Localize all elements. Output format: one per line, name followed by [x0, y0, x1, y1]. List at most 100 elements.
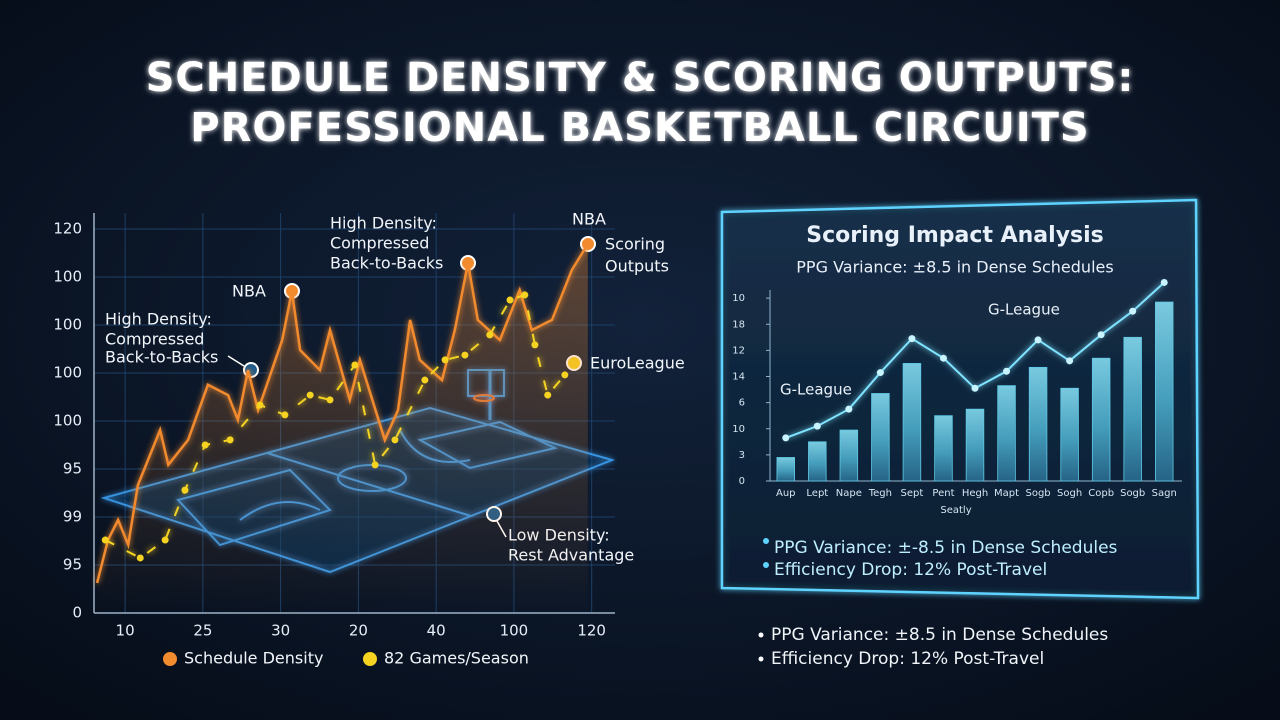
x-tick-label: Sagn	[1152, 488, 1177, 499]
x-tick-label: 10	[116, 622, 135, 640]
annotation: Compressed	[330, 234, 429, 253]
annotation: High Density:	[105, 310, 212, 329]
point	[521, 291, 529, 299]
x-tick-label: Mapt	[994, 488, 1019, 499]
bar	[997, 385, 1016, 482]
point	[876, 369, 884, 377]
annotation: High Density:	[330, 214, 437, 233]
annotation: Compressed	[105, 330, 204, 349]
bar	[1028, 366, 1048, 482]
point	[971, 384, 979, 392]
legend-label: 82 Games/Season	[384, 649, 529, 668]
panel-subtitle: PPG Variance: ±8.5 in Dense Schedules	[796, 258, 1113, 277]
x-tick-label: Sogh	[1057, 488, 1082, 499]
point	[782, 434, 790, 442]
point	[461, 351, 469, 359]
point	[391, 436, 399, 444]
bullet-dot	[763, 538, 769, 544]
area	[97, 244, 588, 613]
y-tick-label: 95	[63, 460, 82, 478]
x-tick-label: 20	[349, 622, 368, 640]
x-tick-label: 120	[577, 622, 606, 640]
y-tick-label: 18	[732, 319, 745, 330]
annotation: NBA	[572, 210, 606, 229]
bar	[1060, 387, 1079, 482]
y-tick-label: 100	[53, 364, 82, 382]
bar	[965, 408, 985, 482]
x-tick-label: Aup	[776, 488, 796, 499]
x-tick-label: Sogb	[1025, 488, 1050, 499]
y-tick-label: 0	[72, 604, 82, 622]
bar	[839, 429, 859, 482]
footer-bullet: Efficiency Drop: 12% Post-Travel	[771, 649, 1044, 669]
legend-swatch	[163, 652, 177, 666]
leader-line	[227, 355, 245, 367]
panel-bullet: PPG Variance: ±-8.5 in Dense Schedules	[774, 538, 1118, 558]
legend-label: Schedule Density	[184, 649, 323, 668]
point	[561, 371, 569, 379]
point	[226, 436, 234, 444]
annotation: NBA	[232, 282, 266, 301]
point	[531, 341, 539, 349]
point	[351, 361, 359, 369]
point	[1003, 367, 1011, 375]
annotation: Outputs	[605, 257, 669, 276]
x-tick-label: 100	[500, 622, 529, 640]
footer-bullets: PPG Variance: ±8.5 in Dense Schedules Ef…	[758, 625, 1108, 669]
y-tick-label: 3	[739, 450, 745, 461]
point	[136, 554, 144, 562]
annotation: G-League	[780, 381, 852, 399]
annotation: Scoring	[605, 235, 665, 254]
point	[544, 391, 552, 399]
point	[101, 536, 109, 544]
bullet-dot	[758, 632, 764, 638]
x-tick-label: Copb	[1088, 488, 1114, 499]
x-tick-label: Hegh	[962, 488, 988, 499]
title-line: SCHEDULE DENSITY & SCORING OUTPUTS:	[146, 55, 1135, 101]
line	[104, 293, 566, 560]
bar	[934, 415, 953, 482]
point	[1160, 278, 1168, 286]
y-tick-label: 100	[53, 412, 82, 430]
bar	[1123, 336, 1142, 482]
footer-bullet: PPG Variance: ±8.5 in Dense Schedules	[771, 625, 1108, 645]
title-line: PROFESSIONAL BASKETBALL CIRCUITS	[190, 105, 1089, 151]
legend-swatch	[363, 652, 377, 666]
bullet-dot	[758, 656, 764, 662]
point	[1066, 357, 1074, 365]
point	[306, 391, 314, 399]
annotation: EuroLeague	[590, 354, 685, 373]
point	[326, 396, 334, 404]
x-tick-label: 40	[427, 622, 446, 640]
y-tick-label: 0	[739, 476, 745, 487]
point	[506, 296, 514, 304]
left-chart: NBA High Density: Compressed Back-to-Bac…	[53, 210, 684, 668]
bar	[808, 441, 827, 482]
point	[1034, 336, 1042, 344]
point	[441, 356, 449, 364]
bar	[776, 457, 796, 482]
annotation: G-League	[988, 301, 1060, 319]
y-tick-label: 14	[732, 372, 745, 383]
point	[1129, 307, 1137, 315]
x-tick-label: 25	[193, 622, 212, 640]
point	[1097, 331, 1105, 339]
point	[939, 354, 947, 362]
point	[161, 536, 169, 544]
y-tick-label: 6	[739, 398, 745, 409]
x-tick-label: Sept	[901, 488, 924, 499]
x-tick-label: Pent	[932, 488, 954, 499]
bar	[902, 363, 922, 482]
bar	[871, 393, 890, 482]
y-tick-label: 12	[732, 345, 745, 356]
panel-bullet: Efficiency Drop: 12% Post-Travel	[774, 560, 1047, 580]
highlight-marker	[580, 236, 596, 252]
point	[201, 441, 209, 449]
point	[908, 335, 916, 343]
right-panel: Scoring Impact Analysis PPG Variance: ±8…	[720, 198, 1200, 600]
point	[845, 405, 853, 413]
point	[486, 331, 494, 339]
y-tick-label: 99	[63, 508, 82, 526]
